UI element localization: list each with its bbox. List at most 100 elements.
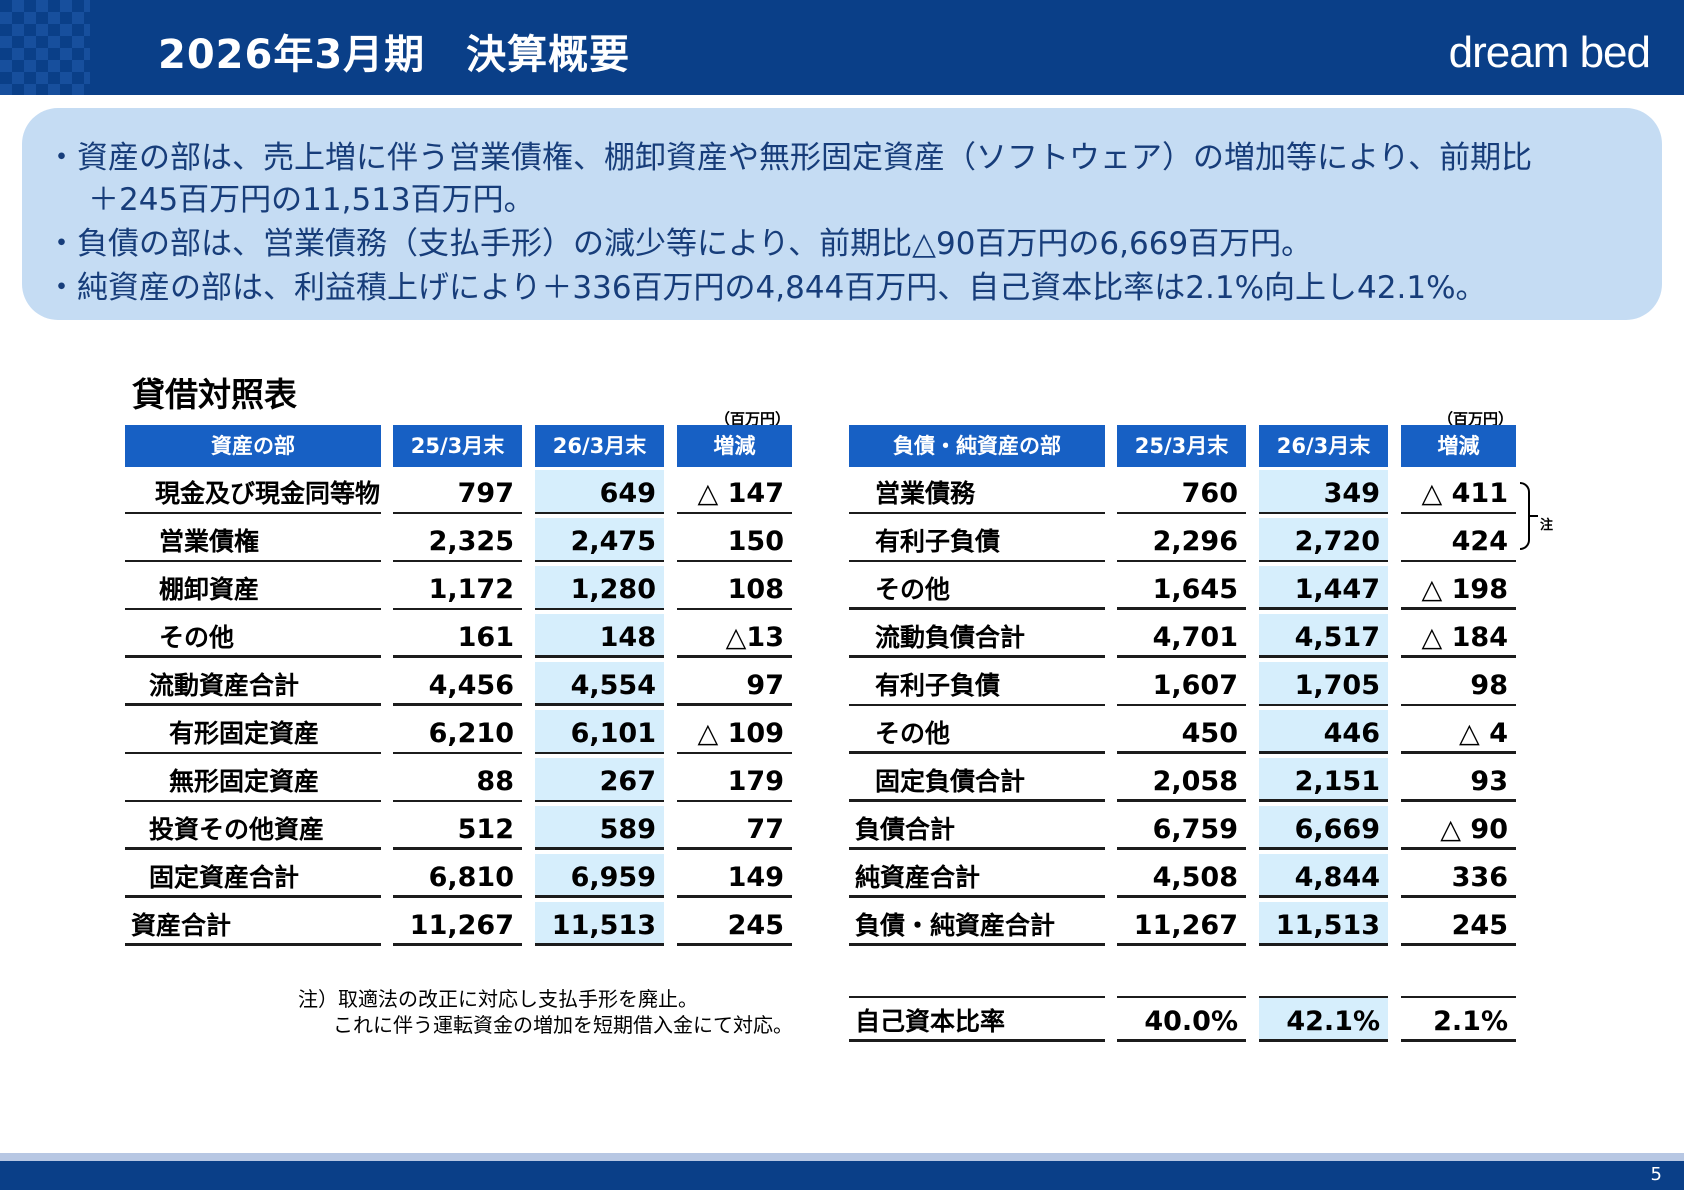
- liabilities-row-diff: △ 184: [1401, 614, 1516, 658]
- assets-row-value-prev: 1,172: [393, 566, 522, 610]
- assets-row-diff: 108: [677, 566, 792, 610]
- assets-row-value-curr: 1,280: [535, 566, 664, 610]
- liabilities-row-diff: 336: [1401, 854, 1516, 898]
- liabilities-row-value-prev: 760: [1117, 470, 1246, 514]
- liabilities-row-value-curr: 1,447: [1259, 566, 1388, 610]
- assets-row-value-curr: 2,475: [535, 518, 664, 562]
- summary-line-1: ・資産の部は、売上増に伴う営業債権、棚卸資産や無形固定資産（ソフトウェア）の増加…: [46, 140, 1533, 176]
- liabilities-header-2: 26/3月末: [1259, 425, 1388, 467]
- liabilities-row-value-prev: 2,296: [1117, 518, 1246, 562]
- assets-row-diff: 77: [677, 806, 792, 850]
- liabilities-row-diff: △ 4: [1401, 710, 1516, 754]
- assets-row-label: 固定資産合計: [125, 854, 381, 898]
- liabilities-row-value-curr: 2,720: [1259, 518, 1388, 562]
- ratio-separator: [1259, 956, 1388, 998]
- liabilities-row-label: その他: [849, 566, 1105, 610]
- page-title: 2026年3月期 決算概要: [158, 32, 631, 78]
- liabilities-row-diff: 424: [1401, 518, 1516, 562]
- assets-row-label: 有形固定資産: [125, 710, 381, 754]
- assets-row-value-curr: 4,554: [535, 662, 664, 706]
- assets-row-label: 棚卸資産: [125, 566, 381, 610]
- liabilities-row-value-curr: 4,517: [1259, 614, 1388, 658]
- assets-row-value-prev: 2,325: [393, 518, 522, 562]
- footnote-line-1: 注）取適法の改正に対応し支払手形を廃止。: [298, 987, 698, 1011]
- liabilities-row-value-prev: 2,058: [1117, 758, 1246, 802]
- liabilities-row-label: 負債合計: [849, 806, 1105, 850]
- brace-bracket: [1520, 482, 1530, 550]
- liabilities-row-diff: 245: [1401, 902, 1516, 946]
- liabilities-row-value-prev: 1,607: [1117, 662, 1246, 706]
- liabilities-row-value-curr: 11,513: [1259, 902, 1388, 946]
- footer-stripe: [0, 1153, 1684, 1161]
- header-decoration: [0, 0, 90, 95]
- company-logo: dream bed: [1448, 28, 1651, 77]
- assets-row-diff: △ 147: [677, 470, 792, 514]
- liabilities-header-3: 増減: [1401, 425, 1516, 467]
- liabilities-row-value-curr: 349: [1259, 470, 1388, 514]
- assets-row-label: 無形固定資産: [125, 758, 381, 802]
- assets-row-value-curr: 589: [535, 806, 664, 850]
- balance-sheet-title: 貸借対照表: [132, 375, 297, 414]
- assets-row-value-prev: 4,456: [393, 662, 522, 706]
- equity-ratio-curr: 42.1%: [1259, 998, 1388, 1042]
- assets-header-3: 増減: [677, 425, 792, 467]
- assets-row-diff: 179: [677, 758, 792, 802]
- liabilities-row-diff: △ 198: [1401, 566, 1516, 610]
- liabilities-row-value-prev: 450: [1117, 710, 1246, 754]
- ratio-separator: [1117, 956, 1246, 998]
- assets-row-diff: △13: [677, 614, 792, 658]
- footnote-line-2: これに伴う運転資金の増加を短期借入金にて対応。: [333, 1013, 793, 1037]
- liabilities-row-value-prev: 4,508: [1117, 854, 1246, 898]
- summary-line-2: ＋245百万円の11,513百万円。: [88, 182, 535, 218]
- unit-label-assets: （百万円）: [715, 410, 791, 428]
- assets-row-value-prev: 161: [393, 614, 522, 658]
- assets-row-label: その他: [125, 614, 381, 658]
- unit-label-liabilities: （百万円）: [1438, 410, 1514, 428]
- liabilities-row-value-curr: 4,844: [1259, 854, 1388, 898]
- assets-row-diff: 97: [677, 662, 792, 706]
- liabilities-row-value-curr: 446: [1259, 710, 1388, 754]
- assets-row-value-curr: 6,101: [535, 710, 664, 754]
- assets-row-diff: 150: [677, 518, 792, 562]
- liabilities-row-label: 有利子負債: [849, 662, 1105, 706]
- liabilities-row-diff: 98: [1401, 662, 1516, 706]
- header-bar: 2026年3月期 決算概要 dream bed: [0, 0, 1684, 95]
- assets-row-value-curr: 11,513: [535, 902, 664, 946]
- assets-header-2: 26/3月末: [535, 425, 664, 467]
- ratio-separator: [849, 956, 1105, 998]
- assets-row-value-curr: 6,959: [535, 854, 664, 898]
- liabilities-row-diff: △ 90: [1401, 806, 1516, 850]
- summary-box: ・資産の部は、売上増に伴う営業債権、棚卸資産や無形固定資産（ソフトウェア）の増加…: [22, 108, 1662, 320]
- assets-row-label: 資産合計: [125, 902, 381, 946]
- ratio-separator: [1401, 956, 1516, 998]
- assets-row-value-prev: 88: [393, 758, 522, 802]
- assets-row-diff: 149: [677, 854, 792, 898]
- liabilities-row-value-prev: 11,267: [1117, 902, 1246, 946]
- brace-tick: [1530, 515, 1538, 517]
- assets-header-1: 25/3月末: [393, 425, 522, 467]
- assets-row-label: 流動資産合計: [125, 662, 381, 706]
- assets-row-value-prev: 512: [393, 806, 522, 850]
- page-number: 5: [1650, 1164, 1662, 1185]
- liabilities-row-value-curr: 2,151: [1259, 758, 1388, 802]
- assets-row-diff: 245: [677, 902, 792, 946]
- liabilities-row-value-prev: 6,759: [1117, 806, 1246, 850]
- summary-line-3: ・負債の部は、営業債務（支払手形）の減少等により、前期比△90百万円の6,669…: [46, 226, 1313, 262]
- assets-row-label: 現金及び現金同等物: [125, 470, 381, 514]
- assets-row-label: 営業債権: [125, 518, 381, 562]
- equity-ratio-prev: 40.0%: [1117, 998, 1246, 1042]
- liabilities-row-value-curr: 6,669: [1259, 806, 1388, 850]
- liabilities-row-label: 純資産合計: [849, 854, 1105, 898]
- assets-row-value-curr: 649: [535, 470, 664, 514]
- liabilities-header-1: 25/3月末: [1117, 425, 1246, 467]
- liabilities-row-value-curr: 1,705: [1259, 662, 1388, 706]
- assets-row-value-curr: 267: [535, 758, 664, 802]
- liabilities-row-label: 負債・純資産合計: [849, 902, 1105, 946]
- assets-row-value-prev: 6,210: [393, 710, 522, 754]
- assets-row-value-prev: 11,267: [393, 902, 522, 946]
- liabilities-row-label: 流動負債合計: [849, 614, 1105, 658]
- liabilities-row-label: 有利子負債: [849, 518, 1105, 562]
- assets-header-0: 資産の部: [125, 425, 381, 467]
- liabilities-row-diff: 93: [1401, 758, 1516, 802]
- liabilities-row-value-prev: 4,701: [1117, 614, 1246, 658]
